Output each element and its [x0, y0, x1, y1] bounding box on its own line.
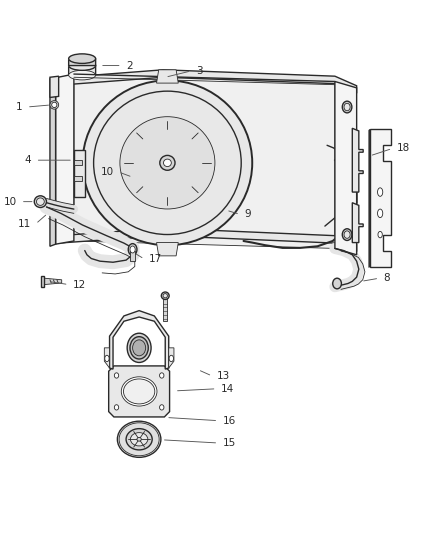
Ellipse shape: [163, 294, 167, 298]
Polygon shape: [157, 243, 178, 256]
Ellipse shape: [342, 229, 352, 240]
Text: 11: 11: [18, 219, 31, 229]
Polygon shape: [335, 82, 357, 255]
Ellipse shape: [121, 377, 157, 406]
Ellipse shape: [130, 337, 148, 359]
Text: 13: 13: [216, 371, 230, 381]
Ellipse shape: [124, 379, 155, 404]
Ellipse shape: [117, 421, 161, 457]
Text: 15: 15: [223, 438, 236, 448]
Text: 2: 2: [126, 61, 133, 70]
Text: 9: 9: [244, 209, 251, 220]
Ellipse shape: [342, 101, 352, 113]
Ellipse shape: [378, 209, 383, 217]
Ellipse shape: [137, 438, 141, 441]
Text: 16: 16: [223, 416, 236, 426]
Polygon shape: [59, 70, 357, 93]
Polygon shape: [130, 251, 135, 261]
Polygon shape: [74, 74, 335, 248]
Polygon shape: [74, 150, 85, 197]
Polygon shape: [44, 278, 62, 285]
Ellipse shape: [83, 80, 252, 245]
Polygon shape: [104, 348, 110, 368]
Ellipse shape: [69, 54, 95, 63]
Text: 17: 17: [149, 254, 162, 264]
Ellipse shape: [51, 102, 57, 108]
Ellipse shape: [161, 292, 169, 300]
Polygon shape: [369, 130, 370, 268]
Text: 1: 1: [16, 102, 22, 112]
Polygon shape: [41, 276, 44, 287]
Ellipse shape: [344, 103, 350, 111]
Ellipse shape: [132, 340, 146, 356]
Ellipse shape: [160, 156, 175, 170]
Text: 4: 4: [25, 155, 31, 165]
Ellipse shape: [120, 117, 215, 209]
Ellipse shape: [160, 405, 164, 410]
Ellipse shape: [114, 373, 119, 378]
Text: 10: 10: [4, 197, 16, 207]
Polygon shape: [50, 76, 59, 98]
Polygon shape: [169, 348, 174, 368]
Polygon shape: [59, 228, 357, 252]
Ellipse shape: [128, 244, 137, 255]
Ellipse shape: [127, 333, 151, 362]
Text: 8: 8: [384, 273, 390, 283]
Ellipse shape: [69, 70, 95, 80]
Polygon shape: [74, 176, 82, 181]
Ellipse shape: [160, 373, 164, 378]
Ellipse shape: [114, 405, 119, 410]
Ellipse shape: [105, 356, 109, 362]
Ellipse shape: [344, 231, 350, 238]
Ellipse shape: [378, 188, 383, 196]
Polygon shape: [55, 74, 74, 244]
Polygon shape: [110, 311, 169, 369]
Polygon shape: [370, 130, 391, 266]
Ellipse shape: [37, 198, 44, 205]
Polygon shape: [352, 128, 363, 192]
Polygon shape: [69, 66, 95, 75]
Ellipse shape: [126, 429, 152, 450]
Ellipse shape: [130, 433, 148, 446]
Polygon shape: [157, 70, 178, 83]
Polygon shape: [109, 366, 169, 417]
Ellipse shape: [130, 246, 135, 253]
Ellipse shape: [94, 91, 241, 235]
Text: 18: 18: [397, 143, 410, 154]
Ellipse shape: [119, 423, 159, 456]
Polygon shape: [74, 160, 82, 165]
Ellipse shape: [169, 356, 173, 362]
Text: 3: 3: [196, 66, 202, 76]
Ellipse shape: [164, 159, 171, 166]
Polygon shape: [50, 78, 55, 246]
Text: 10: 10: [101, 167, 114, 177]
Ellipse shape: [378, 231, 382, 238]
Ellipse shape: [34, 196, 47, 207]
Polygon shape: [69, 59, 95, 66]
Text: 14: 14: [221, 384, 234, 394]
Polygon shape: [352, 203, 363, 243]
Ellipse shape: [50, 101, 59, 109]
Polygon shape: [163, 297, 167, 321]
Text: 12: 12: [73, 280, 86, 289]
Ellipse shape: [333, 278, 341, 289]
Ellipse shape: [69, 61, 95, 70]
